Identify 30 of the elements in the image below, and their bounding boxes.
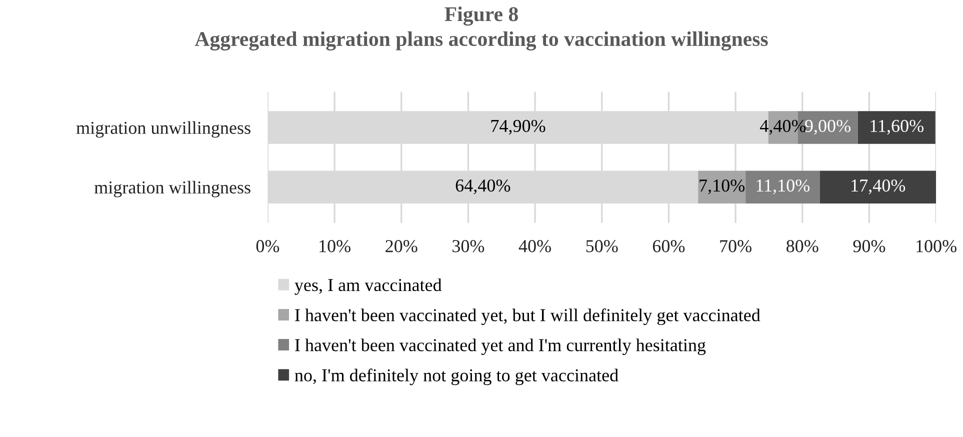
x-tick-label: 70%: [720, 240, 752, 252]
data-label: 4,40%: [760, 120, 806, 135]
x-tick-label: 0%: [256, 240, 280, 252]
x-tick-label: 100%: [916, 240, 956, 252]
data-label: 17,40%: [852, 179, 906, 194]
legend-label: no, I'm definitely not going to get vaccinated: [294, 368, 618, 386]
bar: [698, 170, 746, 204]
bar: [820, 170, 936, 204]
data-label: 64,40%: [456, 179, 510, 194]
y-tick-label: migration unwillingness: [76, 121, 250, 138]
chart-title: Figure 8 Aggregated migration plans according to vaccination willingness: [194, 6, 768, 50]
x-tick-label: 40%: [518, 240, 551, 252]
legend-label: I haven't been vaccinated yet, but I will definitely get vaccinated: [295, 308, 760, 326]
data-label: 11,10%: [756, 179, 810, 194]
x-tick-label: 80%: [786, 240, 818, 252]
bar: [746, 170, 820, 204]
x-tick-label: 20%: [386, 240, 418, 252]
x-tick-label: 90%: [853, 240, 886, 252]
x-tick-label: 50%: [586, 240, 618, 252]
legend-label: I haven't been vaccinated yet and I'm currently hesitating: [295, 338, 706, 355]
x-tick-label: 10%: [320, 240, 350, 252]
data-label: 9,00%: [805, 120, 850, 135]
y-tick-label: migration willingness: [94, 180, 250, 198]
x-tick-label: 60%: [652, 240, 685, 252]
data-label: 11,60%: [870, 120, 924, 135]
bar: [858, 111, 936, 144]
x-tick-label: 30%: [452, 240, 484, 252]
data-label: 74,90%: [491, 120, 546, 135]
legend-label: yes, I am vaccinated: [294, 278, 442, 295]
data-label: 7,10%: [700, 179, 745, 194]
